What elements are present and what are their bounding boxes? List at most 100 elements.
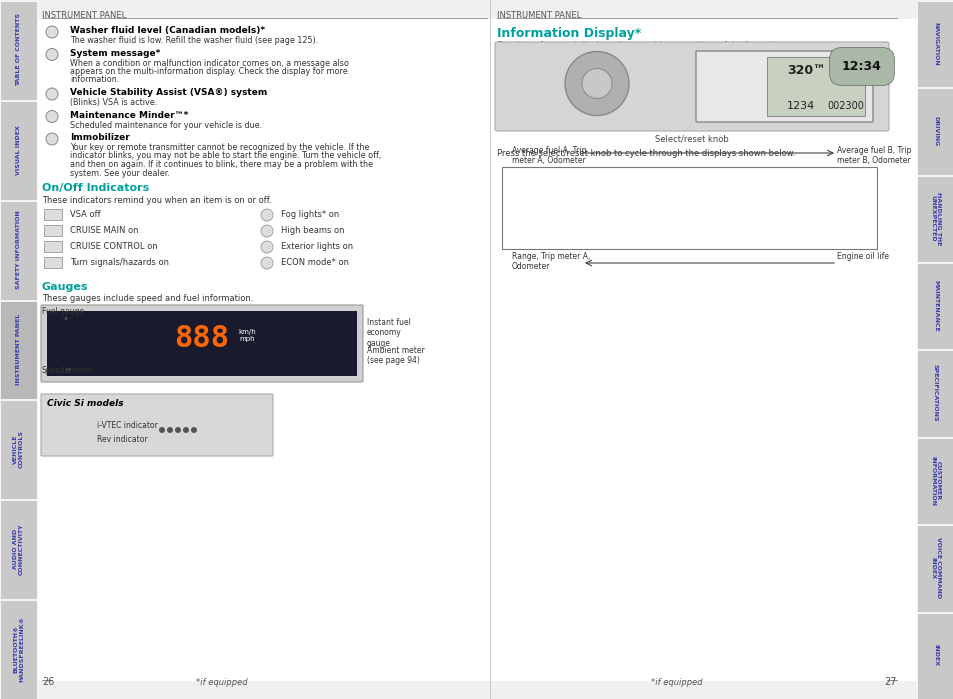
Text: These gauges include speed and fuel information.: These gauges include speed and fuel info…	[42, 294, 253, 303]
Circle shape	[191, 427, 196, 433]
FancyBboxPatch shape	[696, 51, 872, 122]
Text: INDEX: INDEX	[932, 644, 937, 666]
Text: Fuel gauge: Fuel gauge	[42, 307, 84, 320]
Circle shape	[46, 26, 58, 38]
Text: CUSTOMER
INFORMATION: CUSTOMER INFORMATION	[929, 456, 940, 505]
Text: 002300: 002300	[826, 101, 863, 111]
Bar	[916, 612, 953, 699]
Text: Turn signals/hazards on: Turn signals/hazards on	[70, 258, 169, 267]
Text: 320™: 320™	[786, 64, 824, 77]
Circle shape	[183, 427, 189, 433]
Text: 1234: 1234	[786, 101, 815, 111]
Text: Press the select/reset knob to cycle through the displays shown below.: Press the select/reset knob to cycle thr…	[497, 149, 795, 158]
Text: HANDLING THE
UNEXPECTED: HANDLING THE UNEXPECTED	[929, 192, 940, 245]
Circle shape	[261, 257, 273, 269]
Text: System message*: System message*	[70, 48, 160, 57]
Text: 888: 888	[174, 324, 230, 353]
Bar	[0, 401, 37, 499]
Text: Civic Si models: Civic Si models	[47, 399, 124, 408]
Bar	[916, 263, 953, 350]
Circle shape	[174, 427, 181, 433]
Text: Average fuel A, Trip
meter A, Odometer: Average fuel A, Trip meter A, Odometer	[512, 145, 586, 165]
Bar	[916, 438, 953, 524]
Bar	[501, 167, 876, 249]
Text: VEHICLE
CONTROLS: VEHICLE CONTROLS	[13, 431, 24, 468]
Circle shape	[581, 69, 612, 99]
Text: Instant fuel
economy
gauge: Instant fuel economy gauge	[367, 318, 411, 348]
Text: Information Display*: Information Display*	[497, 27, 640, 40]
Text: CRUISE MAIN on: CRUISE MAIN on	[70, 226, 138, 235]
Bar	[44, 209, 62, 220]
Circle shape	[261, 225, 273, 237]
Text: VISUAL INDEX: VISUAL INDEX	[16, 125, 21, 175]
Text: The washer fluid is low. Refill the washer fluid (see page 125).: The washer fluid is low. Refill the wash…	[70, 36, 318, 45]
Text: *if equipped: *if equipped	[196, 678, 248, 687]
Text: appears on the multi-information display. Check the display for more: appears on the multi-information display…	[70, 67, 348, 76]
Circle shape	[159, 427, 165, 433]
Text: Gauges: Gauges	[42, 282, 89, 292]
Text: INSTRUMENT PANEL: INSTRUMENT PANEL	[16, 314, 21, 385]
Bar	[47, 311, 356, 376]
Text: MAINTENANCE: MAINTENANCE	[932, 280, 937, 332]
Bar	[0, 600, 37, 699]
Text: ECON mode* on: ECON mode* on	[281, 258, 349, 267]
Circle shape	[564, 52, 628, 115]
Bar	[916, 350, 953, 437]
Text: 26: 26	[42, 677, 54, 687]
Text: i-VTEC indicator: i-VTEC indicator	[97, 421, 157, 430]
Text: SAFETY INFORMATION: SAFETY INFORMATION	[16, 210, 21, 289]
Bar	[0, 301, 37, 399]
Text: DRIVING: DRIVING	[932, 116, 937, 146]
Bar	[44, 241, 62, 252]
Circle shape	[46, 48, 58, 61]
Bar	[0, 101, 37, 200]
FancyBboxPatch shape	[495, 42, 888, 131]
FancyBboxPatch shape	[41, 394, 273, 456]
Text: Immobilizer: Immobilizer	[70, 133, 130, 142]
Bar	[44, 225, 62, 236]
Text: *if equipped: *if equipped	[651, 678, 702, 687]
Bar	[0, 201, 37, 300]
Text: and then on again. If it continues to blink, there may be a problem with the: and then on again. If it continues to bl…	[70, 160, 373, 169]
Text: TABLE OF CONTENTS: TABLE OF CONTENTS	[16, 13, 21, 87]
Text: VOICE COMMAND
INDEX: VOICE COMMAND INDEX	[929, 538, 940, 598]
Text: Exterior lights on: Exterior lights on	[281, 242, 353, 251]
Bar	[916, 88, 953, 175]
Text: Scheduled maintenance for your vehicle is due.: Scheduled maintenance for your vehicle i…	[70, 120, 262, 129]
Text: indicator blinks, you may not be able to start the engine. Turn the vehicle off,: indicator blinks, you may not be able to…	[70, 152, 381, 161]
Text: Vehicle Stability Assist (VSA®) system: Vehicle Stability Assist (VSA®) system	[70, 88, 267, 97]
Text: SPECIFICATIONS: SPECIFICATIONS	[932, 364, 937, 422]
Text: INSTRUMENT PANEL: INSTRUMENT PANEL	[42, 11, 126, 20]
Text: BLUETOOTH®
HANDSFREELINK®: BLUETOOTH® HANDSFREELINK®	[13, 616, 24, 682]
Circle shape	[261, 241, 273, 253]
Text: Fog lights* on: Fog lights* on	[281, 210, 339, 219]
Text: 12:34: 12:34	[841, 60, 881, 73]
Text: These indicators remind you when an item is on or off.: These indicators remind you when an item…	[42, 196, 272, 205]
Text: CRUISE CONTROL on: CRUISE CONTROL on	[70, 242, 157, 251]
Bar	[916, 1, 953, 87]
Text: Average fuel B, Trip
meter B, Odometer: Average fuel B, Trip meter B, Odometer	[836, 145, 910, 165]
Circle shape	[46, 133, 58, 145]
Text: When a condition or malfunction indicator comes on, a message also: When a condition or malfunction indicato…	[70, 59, 349, 68]
Circle shape	[46, 88, 58, 100]
Text: NAVIGATION: NAVIGATION	[932, 22, 937, 66]
Text: Speedometer: Speedometer	[42, 366, 93, 375]
Text: km/h
mph: km/h mph	[238, 329, 255, 342]
Text: Your key or remote transmitter cannot be recognized by the vehicle. If the: Your key or remote transmitter cannot be…	[70, 143, 369, 152]
Text: Washer fluid level (Canadian models)*: Washer fluid level (Canadian models)*	[70, 26, 265, 35]
Text: INSTRUMENT PANEL: INSTRUMENT PANEL	[497, 11, 580, 20]
Circle shape	[261, 209, 273, 221]
Text: information.: information.	[70, 75, 119, 85]
Circle shape	[46, 110, 58, 122]
Text: Rev indicator: Rev indicator	[97, 435, 148, 444]
Text: Engine oil life: Engine oil life	[836, 252, 888, 261]
Bar	[44, 257, 62, 268]
Bar	[916, 525, 953, 612]
Bar	[916, 175, 953, 262]
Text: (Blinks) VSA is active.: (Blinks) VSA is active.	[70, 98, 157, 107]
Bar	[0, 1, 37, 100]
Text: Select/reset knob: Select/reset knob	[655, 134, 728, 143]
Text: Consists of several displays that provide you with useful information.: Consists of several displays that provid…	[497, 41, 787, 50]
Text: On/Off Indicators: On/Off Indicators	[42, 183, 149, 193]
Text: Ambient meter
(see page 94): Ambient meter (see page 94)	[367, 346, 424, 366]
